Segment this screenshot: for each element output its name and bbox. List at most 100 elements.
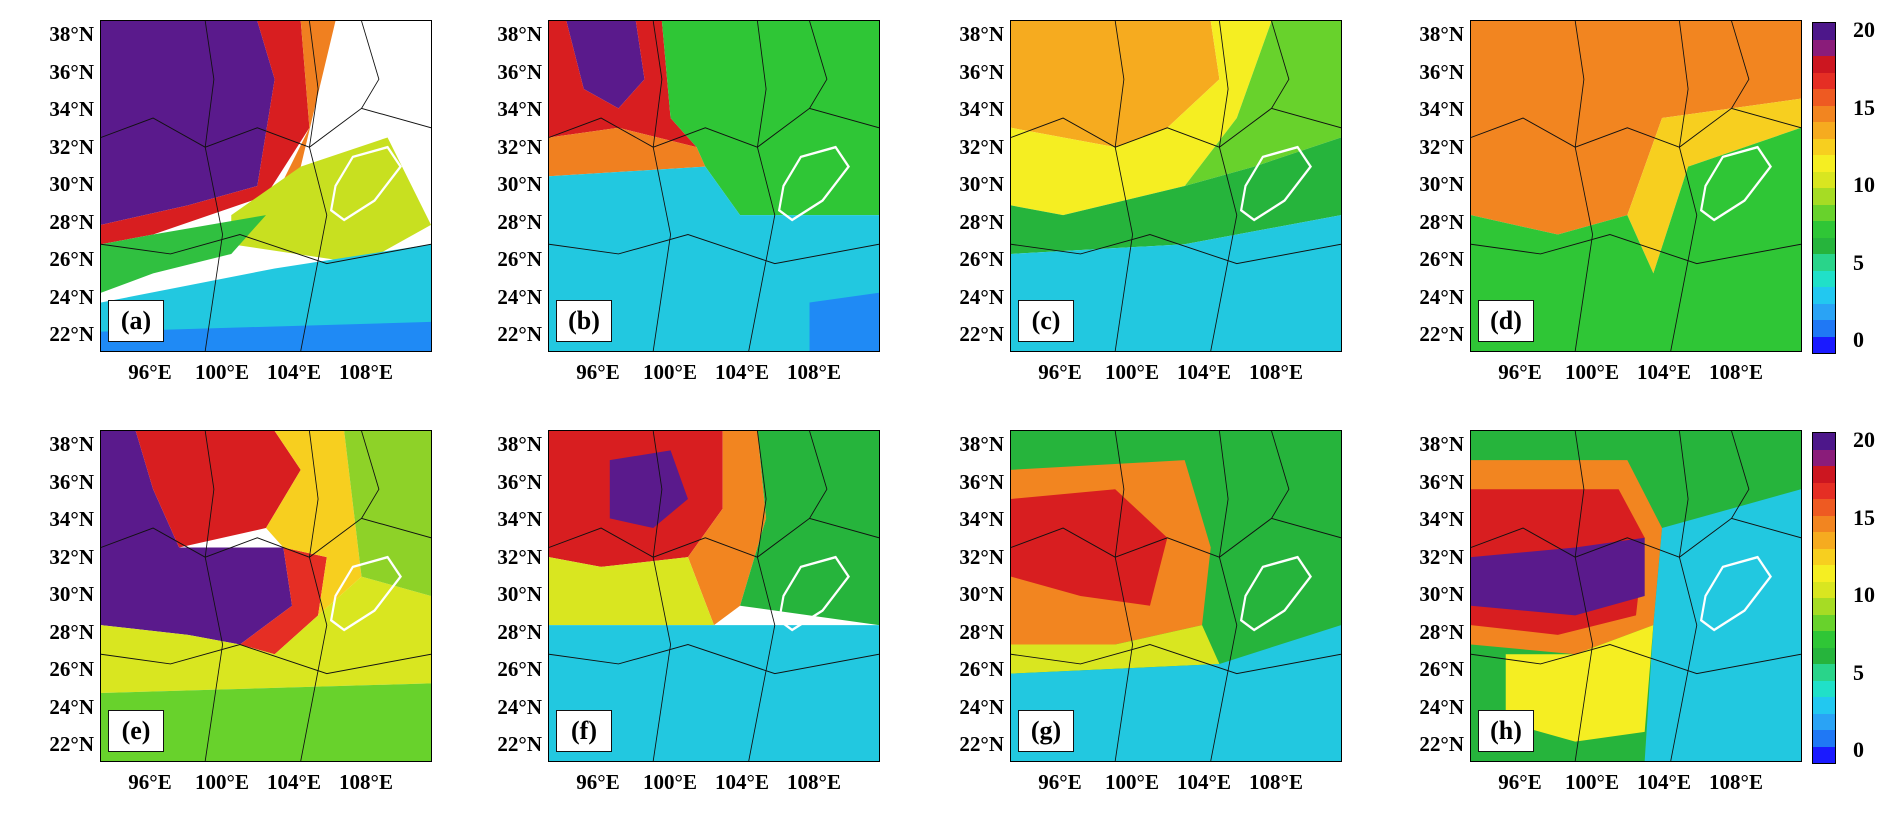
y-tick-label: 36°N [497, 469, 542, 494]
y-tick-label: 30°N [959, 172, 1004, 196]
y-tick-label: 36°N [497, 59, 542, 84]
x-tick-label: 100°E [1105, 770, 1159, 794]
x-tick-label: 104°E [267, 360, 321, 384]
x-tick-label: 104°E [1177, 770, 1231, 794]
y-tick-label: 22°N [1419, 322, 1464, 346]
y-tick-label: 38°N [49, 22, 94, 46]
colorbar-segment [1813, 138, 1835, 155]
y-tick-label: 34°N [959, 507, 1004, 531]
map-field [1471, 431, 1801, 761]
y-tick-label: 22°N [959, 732, 1004, 756]
panel-label: (b) [556, 300, 612, 342]
y-tick-label: 22°N [497, 732, 542, 756]
x-tick-label: 104°E [715, 360, 769, 384]
colorbar-segment [1813, 680, 1835, 697]
colorbar-segment [1813, 105, 1835, 122]
x-tick-label: 108°E [1709, 770, 1763, 794]
map-panel: (c) 38°N 36°N 34°N 32°N 30°N 28°N 26°N 24°N 22°N 9… [959, 20, 1342, 384]
colorbar-segment [1813, 631, 1835, 648]
contour-region [1011, 489, 1168, 606]
contour-region [549, 127, 706, 177]
contour-region [1011, 21, 1220, 148]
basin-outline [1699, 145, 1772, 222]
colorbar-segment [1813, 614, 1835, 631]
map-panel: (a) 38°N 36°N 34°N 32°N 30°N 28°N 26°N 24°N 22°N 9… [49, 20, 432, 384]
map-field [1471, 21, 1801, 351]
basin-outline [1699, 555, 1772, 632]
colorbar-tick-label: 15 [1853, 94, 1875, 120]
panel-label: (h) [1478, 710, 1534, 752]
contour-region [344, 431, 431, 596]
contour-region [135, 431, 301, 548]
contour-region [740, 431, 879, 626]
map-panel: (g) 38°N 36°N 34°N 32°N 30°N 28°N 26°N 24°N 22°N 9… [959, 430, 1342, 794]
boundary-lines [101, 431, 431, 761]
x-tick-label: 108°E [1709, 360, 1763, 384]
contour-region [1471, 537, 1645, 616]
y-tick-label: 32°N [1419, 544, 1464, 569]
colorbar-segment [1813, 548, 1835, 565]
panel-label: (e) [108, 710, 164, 752]
colorbar-segment [1813, 482, 1835, 499]
contour-map [1010, 430, 1342, 762]
colorbar-tick-label: 15 [1853, 504, 1875, 530]
contour-region [266, 431, 362, 616]
y-tick-label: 38°N [497, 22, 542, 46]
colorbar-segment [1813, 449, 1835, 466]
basin-outline [1239, 555, 1312, 632]
basin-outline [329, 145, 402, 222]
y-tick-label: 22°N [1419, 732, 1464, 756]
y-tick-label: 36°N [959, 469, 1004, 494]
y-tick-label: 34°N [959, 97, 1004, 121]
y-tick-label: 32°N [959, 134, 1004, 159]
map-panel: (h) 38°N 36°N 34°N 32°N 30°N 28°N 26°N 24°N 22°N 9… [1419, 430, 1802, 794]
contour-region [1627, 98, 1801, 274]
basin-outline [777, 555, 850, 632]
contour-region [101, 21, 275, 225]
x-tick-label: 108°E [1249, 360, 1303, 384]
y-tick-label: 36°N [49, 59, 94, 84]
y-tick-label: 36°N [1419, 59, 1464, 84]
map-field [1011, 21, 1341, 351]
colorbar: 20 15 10 5 0 [1812, 427, 1875, 764]
contour-region [1011, 137, 1341, 254]
y-tick-label: 32°N [959, 544, 1004, 569]
colorbar-segment [1813, 287, 1835, 304]
y-tick-label: 22°N [497, 322, 542, 346]
x-tick-label: 96°E [128, 360, 172, 384]
x-tick-label: 108°E [1249, 770, 1303, 794]
contour-region [239, 547, 327, 655]
y-tick-label: 26°N [49, 657, 94, 681]
y-tick-label: 28°N [1419, 209, 1464, 234]
contour-region [609, 450, 688, 529]
x-tick-label: 96°E [1038, 770, 1082, 794]
boundary-lines [1471, 431, 1801, 761]
contour-region [687, 431, 767, 626]
y-tick-label: 30°N [497, 172, 542, 196]
panel-label: (c) [1018, 300, 1074, 342]
y-tick-label: 34°N [1419, 97, 1464, 121]
x-tick-label: 100°E [195, 770, 249, 794]
colorbar-segment [1813, 746, 1835, 763]
panel-label: (f) [556, 710, 612, 752]
x-tick-label: 104°E [267, 770, 321, 794]
y-tick-label: 34°N [497, 507, 542, 531]
colorbar-segment [1813, 713, 1835, 730]
colorbar-tick-label: 5 [1853, 249, 1864, 275]
colorbar-segment [1813, 730, 1835, 747]
contour-region [101, 683, 431, 761]
contour-region [101, 431, 293, 645]
contour-map [1010, 20, 1342, 352]
colorbar-tick-label: 20 [1853, 427, 1875, 452]
contour-map [548, 430, 880, 762]
x-tick-label: 108°E [787, 360, 841, 384]
map-field [1011, 431, 1341, 761]
colorbar-segment [1813, 320, 1835, 337]
colorbar-tick-label: 20 [1853, 17, 1875, 42]
map-panel: (b) 38°N 36°N 34°N 32°N 30°N 28°N 26°N 24°N 22°N 9… [497, 20, 880, 384]
y-tick-label: 24°N [497, 284, 542, 309]
contour-map [548, 20, 880, 352]
colorbar-segment [1813, 254, 1835, 271]
y-tick-label: 30°N [497, 582, 542, 606]
y-tick-label: 28°N [959, 619, 1004, 644]
